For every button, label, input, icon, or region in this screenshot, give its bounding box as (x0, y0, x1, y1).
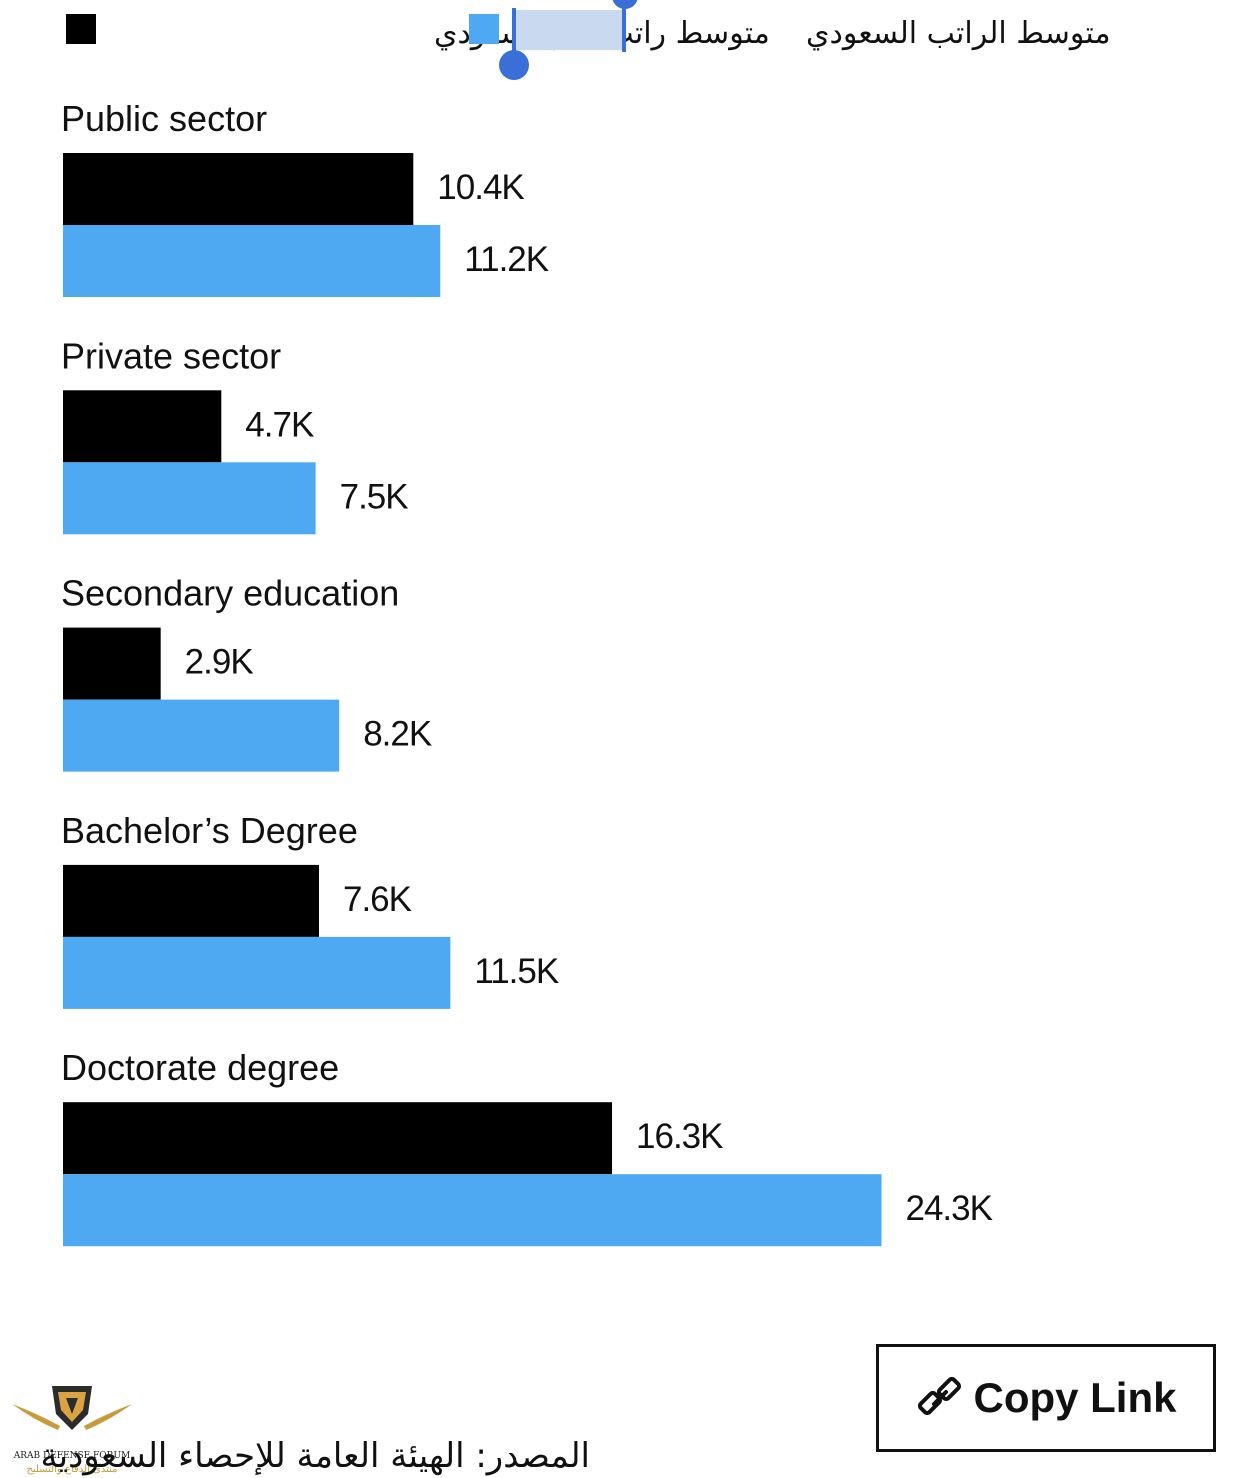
arab-defense-forum-logo: ARAB DEFENSE FORUM منتدى الدفاع والتسليح (12, 1386, 132, 1475)
category-label: Bachelor’s Degree (61, 810, 358, 851)
value-label: 4.7K (245, 405, 314, 444)
logo-subtext: منتدى الدفاع والتسليح (26, 1464, 117, 1475)
salary-bar-chart: متوسط راتب غير السعوديمتوسط الراتب السعو… (61, 0, 1111, 1247)
legend: متوسط راتب غير السعوديمتوسط الراتب السعو… (66, 0, 1111, 80)
category-label: Secondary education (61, 573, 399, 614)
category-label: Private sector (61, 335, 281, 376)
copy-link-button[interactable]: Copy Link (876, 1344, 1216, 1452)
logo-text: ARAB DEFENSE FORUM (13, 1451, 131, 1461)
value-label: 7.5K (340, 477, 409, 516)
bar-saudi (63, 936, 451, 1009)
bar-non-saudi (63, 1102, 613, 1175)
bar-non-saudi (63, 864, 319, 937)
value-label: 10.4K (437, 168, 524, 207)
copy-link-label: Copy Link (973, 1374, 1177, 1421)
value-label: 11.5K (474, 952, 559, 991)
selection-end-handle (612, 0, 638, 9)
bar-non-saudi (63, 627, 161, 700)
category-label: Doctorate degree (61, 1047, 339, 1088)
text-selection-highlight (514, 10, 626, 50)
legend-label-saudi: متوسط الراتب السعودي (806, 16, 1111, 51)
legend-swatch-non_saudi (66, 14, 96, 44)
value-label: 16.3K (636, 1117, 723, 1156)
value-label: 24.3K (906, 1189, 993, 1228)
legend-swatch-saudi (469, 14, 499, 44)
bar-non-saudi (63, 153, 414, 225)
bars: Public sector 10.4K 11.2K Private sector 4.7… (61, 98, 994, 1247)
selection-start-bar (512, 8, 516, 52)
category-label: Public sector (61, 98, 267, 139)
bar-saudi (63, 225, 441, 297)
bar-saudi (63, 699, 340, 772)
value-label: 7.6K (343, 880, 412, 919)
selection-end-bar (622, 0, 626, 52)
value-label: 2.9K (185, 643, 254, 682)
link-icon (918, 1376, 962, 1416)
bar-saudi (63, 1174, 882, 1247)
source-note: المصدر: الهيئة العامة للإحصاء السعودية (40, 1436, 590, 1476)
bar-non-saudi (63, 390, 222, 463)
value-label: 8.2K (363, 715, 432, 754)
bar-saudi (63, 462, 316, 535)
selection-start-handle (499, 50, 529, 80)
value-label: 11.2K (464, 240, 549, 279)
